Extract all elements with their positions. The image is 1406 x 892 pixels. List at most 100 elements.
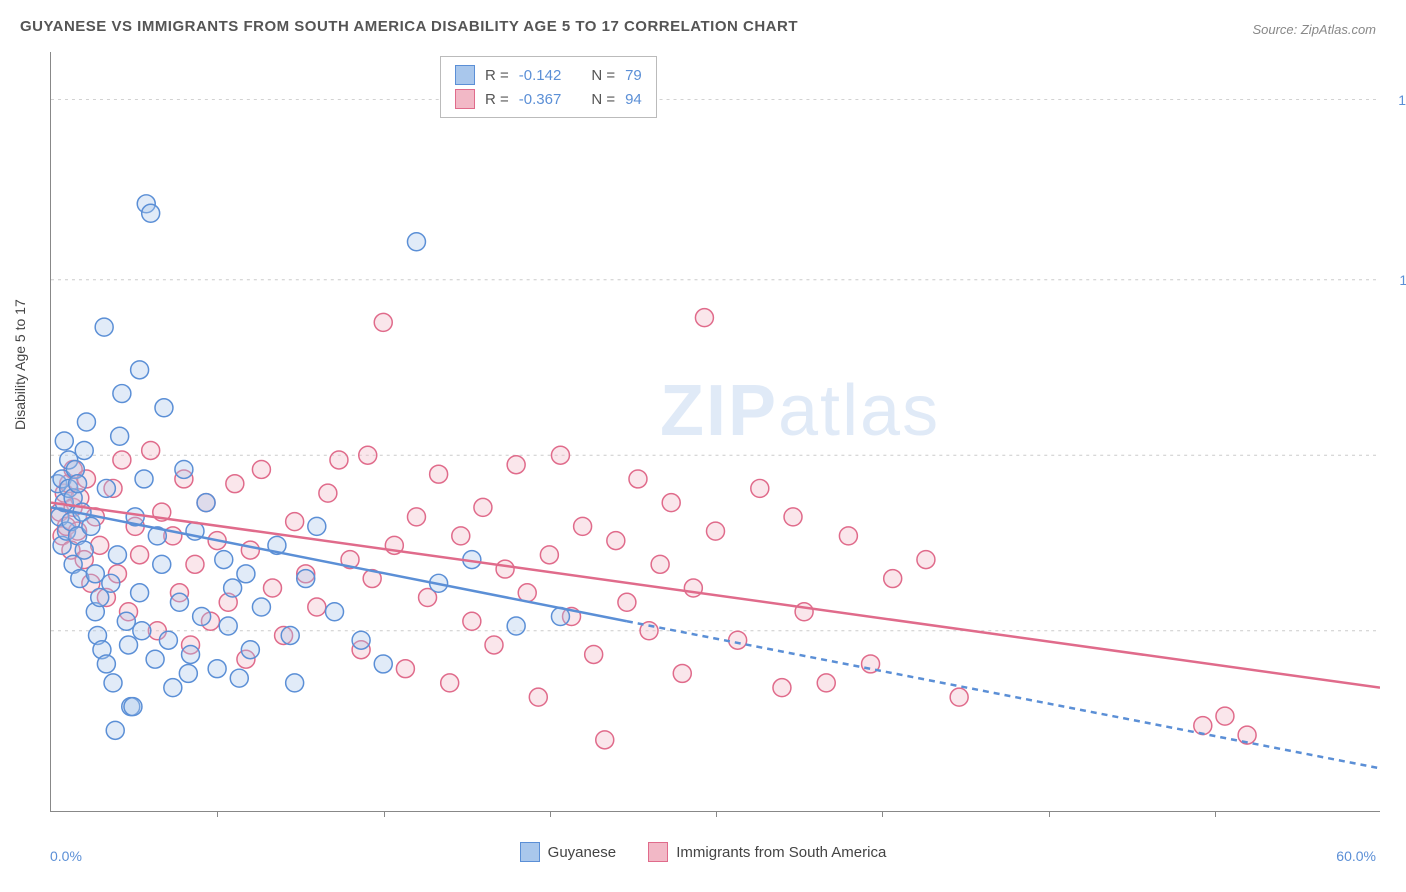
data-point — [651, 555, 669, 573]
data-point — [839, 527, 857, 545]
data-point — [111, 427, 129, 445]
legend-item-guyanese: Guyanese — [520, 842, 616, 862]
data-point — [308, 598, 326, 616]
data-point — [286, 674, 304, 692]
data-point — [441, 674, 459, 692]
y-tick-label: 11.2% — [1399, 272, 1406, 288]
chart-title: GUYANESE VS IMMIGRANTS FROM SOUTH AMERIC… — [20, 18, 798, 35]
data-point — [551, 446, 569, 464]
data-point — [131, 546, 149, 564]
legend-label-guyanese: Guyanese — [548, 844, 616, 861]
data-point — [430, 465, 448, 483]
data-point — [170, 593, 188, 611]
data-point — [308, 517, 326, 535]
data-point — [695, 309, 713, 327]
swatch-immigrants-bottom — [648, 842, 668, 862]
swatch-guyanese-bottom — [520, 842, 540, 862]
swatch-immigrants — [455, 89, 475, 109]
data-point — [146, 650, 164, 668]
data-point — [496, 560, 514, 578]
data-point — [773, 679, 791, 697]
data-point — [359, 446, 377, 464]
data-point — [784, 508, 802, 526]
chart-svg — [51, 52, 1380, 811]
r-label: R = — [485, 67, 509, 84]
data-point — [117, 612, 135, 630]
n-value-guyanese: 79 — [625, 67, 642, 84]
data-point — [131, 584, 149, 602]
x-tick — [1049, 811, 1050, 817]
data-point — [529, 688, 547, 706]
data-point — [108, 546, 126, 564]
data-point — [585, 645, 603, 663]
data-point — [55, 432, 73, 450]
data-point — [319, 484, 337, 502]
data-point — [179, 664, 197, 682]
data-point — [252, 460, 270, 478]
data-point — [407, 233, 425, 251]
data-point — [596, 731, 614, 749]
legend-item-immigrants: Immigrants from South America — [648, 842, 886, 862]
data-point — [86, 565, 104, 583]
data-point — [707, 522, 725, 540]
data-point — [237, 565, 255, 583]
data-point — [197, 494, 215, 512]
data-point — [215, 551, 233, 569]
data-point — [474, 498, 492, 516]
n-label: N = — [591, 91, 615, 108]
data-point — [396, 660, 414, 678]
data-point — [106, 721, 124, 739]
data-point — [164, 679, 182, 697]
data-point — [729, 631, 747, 649]
data-point — [230, 669, 248, 687]
data-point — [463, 612, 481, 630]
data-point — [97, 655, 115, 673]
data-point — [95, 318, 113, 336]
x-tick — [882, 811, 883, 817]
data-point — [142, 441, 160, 459]
data-point — [407, 508, 425, 526]
data-point — [102, 574, 120, 592]
y-axis-label: Disability Age 5 to 17 — [12, 299, 28, 430]
data-point — [540, 546, 558, 564]
data-point — [374, 655, 392, 673]
data-point — [241, 541, 259, 559]
data-point — [507, 456, 525, 474]
data-point — [69, 475, 87, 493]
data-point — [252, 598, 270, 616]
r-value-immigrants: -0.367 — [519, 91, 562, 108]
data-point — [281, 626, 299, 644]
data-point — [135, 470, 153, 488]
data-point — [142, 204, 160, 222]
data-point — [264, 579, 282, 597]
data-point — [485, 636, 503, 654]
data-point — [352, 631, 370, 649]
data-point — [133, 622, 151, 640]
series-legend: Guyanese Immigrants from South America — [0, 842, 1406, 866]
data-point — [113, 451, 131, 469]
data-point — [153, 555, 171, 573]
data-point — [326, 603, 344, 621]
data-point — [662, 494, 680, 512]
data-point — [607, 532, 625, 550]
source-attribution: Source: ZipAtlas.com — [1252, 22, 1376, 37]
n-label: N = — [591, 67, 615, 84]
data-point — [241, 641, 259, 659]
data-point — [159, 631, 177, 649]
data-point — [884, 570, 902, 588]
data-point — [175, 460, 193, 478]
data-point — [182, 645, 200, 663]
data-point — [224, 579, 242, 597]
data-point — [330, 451, 348, 469]
data-point — [507, 617, 525, 635]
data-point — [131, 361, 149, 379]
legend-label-immigrants: Immigrants from South America — [676, 844, 886, 861]
data-point — [82, 517, 100, 535]
data-point — [297, 570, 315, 588]
data-point — [452, 527, 470, 545]
data-point — [629, 470, 647, 488]
data-point — [817, 674, 835, 692]
data-point — [120, 636, 138, 654]
data-point — [226, 475, 244, 493]
data-point — [208, 660, 226, 678]
